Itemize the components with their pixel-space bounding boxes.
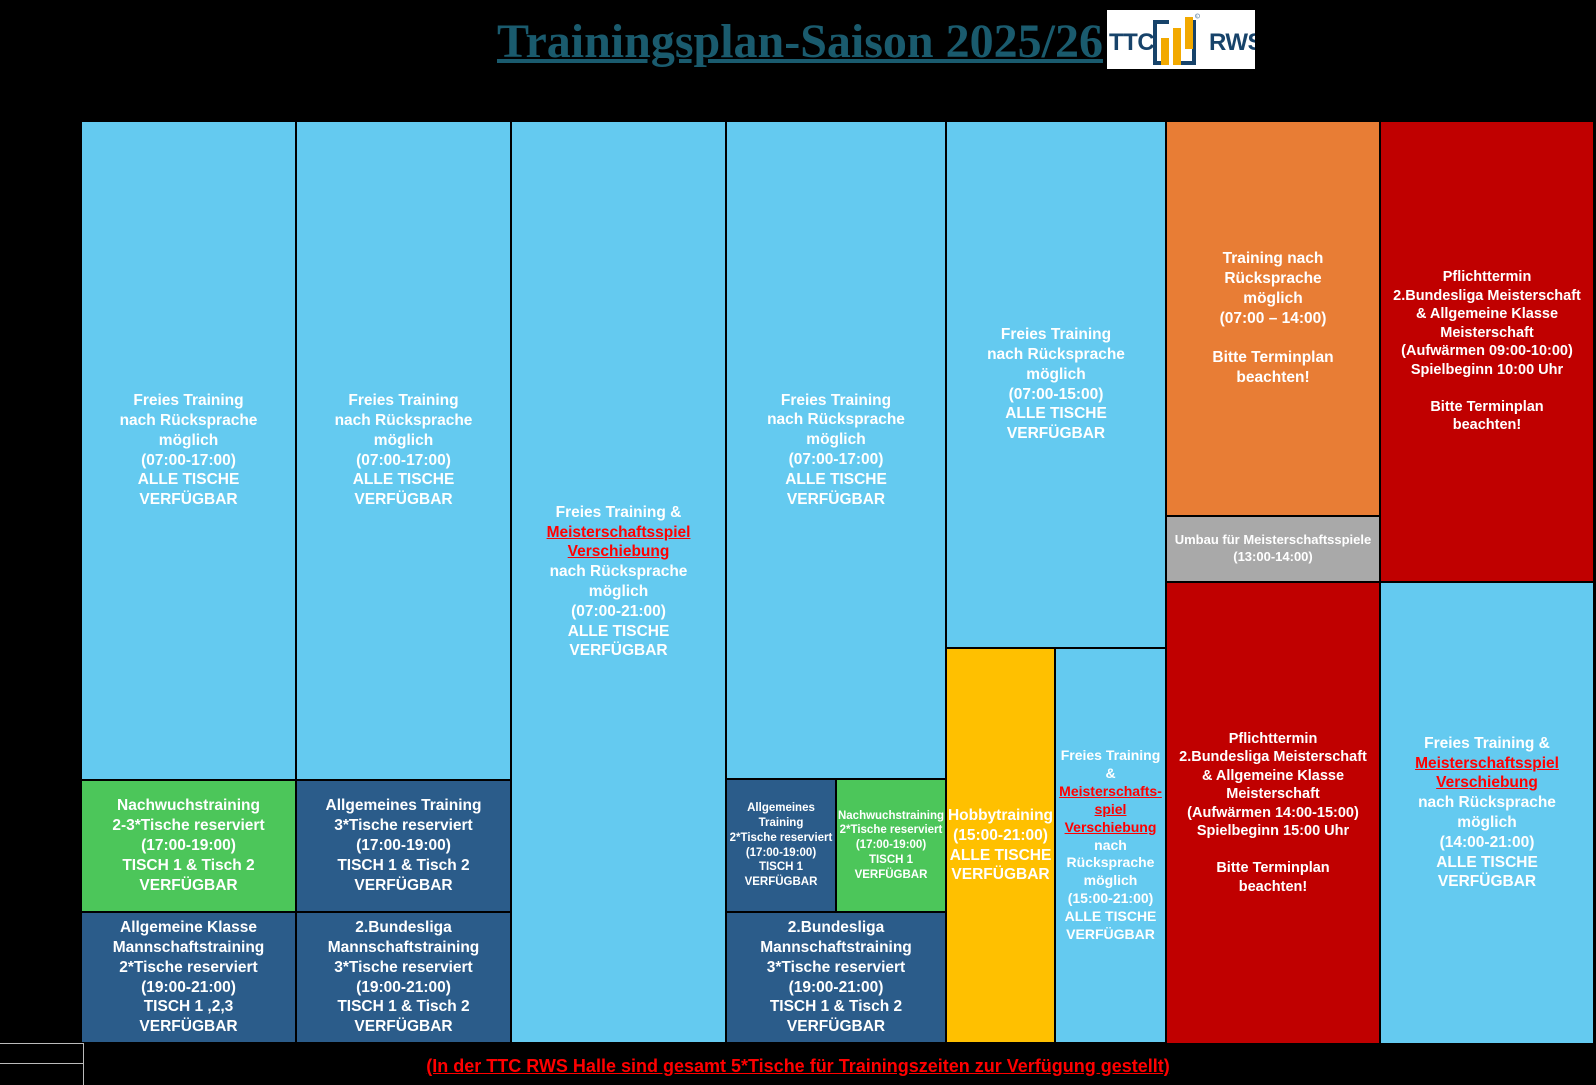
svg-text:R: R [1196, 14, 1198, 18]
svg-text:RWS: RWS [1209, 29, 1255, 56]
svg-text:TTC: TTC [1109, 29, 1154, 56]
